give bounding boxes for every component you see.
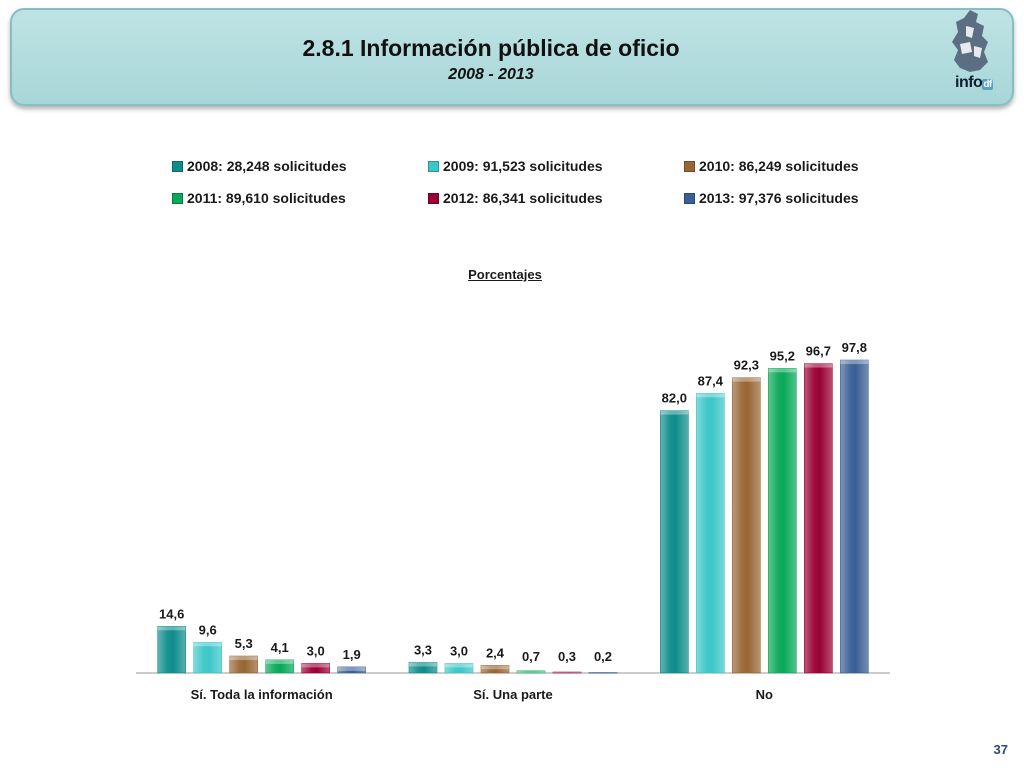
logo-text-suffix: df — [982, 79, 993, 90]
data-label-4-0: 3,0 — [307, 643, 325, 658]
bar-highlight-0-2 — [660, 410, 689, 415]
data-label-1-1: 3,0 — [450, 643, 468, 658]
bar-highlight-5-2 — [840, 360, 869, 365]
bar-highlight-2-2 — [732, 377, 761, 382]
infodf-logo-icon — [952, 10, 988, 72]
legend-label: 2009: 91,523 solicitudes — [443, 158, 603, 174]
bar-highlight-1-0 — [193, 642, 222, 647]
data-label-4-1: 0,3 — [558, 649, 576, 664]
page-subtitle: 2008 - 2013 — [448, 66, 534, 83]
bar-highlight-3-0 — [265, 659, 294, 664]
bar-highlight-1-2 — [696, 393, 725, 398]
bar-highlight-0-1 — [409, 662, 437, 667]
bar-2-0 — [229, 655, 258, 674]
data-label-2-1: 2,4 — [486, 645, 505, 660]
bar-highlight-5-0 — [337, 666, 366, 671]
bar-0-2 — [660, 410, 689, 674]
legend-label: 2013: 97,376 solicitudes — [699, 190, 859, 206]
bar-1-0 — [193, 641, 222, 674]
data-label-0-1: 3,3 — [414, 642, 432, 657]
bar-highlight-2-1 — [481, 665, 509, 670]
bar-highlight-5-1 — [589, 672, 617, 674]
legend-swatch — [428, 192, 439, 204]
bar-4-2 — [804, 363, 833, 674]
bar-highlight-4-0 — [301, 663, 330, 668]
data-label-3-0: 4,1 — [271, 640, 289, 655]
bar-highlight-3-2 — [768, 368, 797, 373]
legend-label: 2012: 86,341 solicitudes — [443, 190, 603, 206]
legend-swatch — [684, 192, 695, 204]
data-label-2-0: 5,3 — [235, 636, 253, 651]
legend-swatch — [172, 192, 183, 204]
data-label-2-2: 92,3 — [734, 358, 759, 373]
bar-1-1 — [444, 663, 474, 674]
page-number: 37 — [993, 742, 1008, 757]
legend-item-2008: 2008: 28,248 solicitudes — [172, 158, 347, 174]
category-label-1: Sí. Una parte — [473, 687, 552, 702]
data-label-5-1: 0,2 — [594, 649, 612, 664]
legend-swatch — [172, 160, 183, 172]
data-label-1-2: 87,4 — [698, 373, 724, 388]
category-label-0: Sí. Toda la información — [191, 687, 333, 702]
legend-label: 2008: 28,248 solicitudes — [187, 158, 347, 174]
bar-3-1 — [516, 670, 546, 674]
bar-4-0 — [301, 663, 330, 674]
data-label-3-2: 95,2 — [770, 348, 795, 363]
legend-item-2013: 2013: 97,376 solicitudes — [684, 190, 859, 206]
chart-legend: 2008: 28,248 solicitudes 2009: 91,523 so… — [0, 0, 1024, 220]
bar-1-2 — [696, 393, 725, 674]
bar-4-1 — [552, 671, 582, 674]
data-label-1-0: 9,6 — [199, 622, 217, 637]
bar-0-0 — [157, 625, 186, 674]
bar-highlight-4-1 — [553, 672, 581, 674]
bar-highlight-1-1 — [445, 663, 473, 668]
bar-highlight-4-2 — [804, 363, 833, 368]
bar-5-2 — [840, 359, 869, 674]
logo-text-main: info — [955, 74, 983, 91]
bar-5-1 — [588, 672, 618, 674]
logo-wordmark: infodf — [955, 74, 993, 92]
page-title: 2.8.1 Información pública de oficio — [302, 35, 680, 61]
data-label-0-2: 82,0 — [662, 391, 687, 406]
legend-swatch — [684, 160, 695, 172]
legend-item-2010: 2010: 86,249 solicitudes — [684, 158, 859, 174]
legend-label: 2011: 89,610 solicitudes — [187, 190, 346, 206]
legend-item-2012: 2012: 86,341 solicitudes — [428, 190, 603, 206]
data-label-5-2: 97,8 — [842, 340, 867, 355]
bar-highlight-3-1 — [517, 670, 545, 673]
chart-title: Porcentajes — [468, 267, 542, 282]
bar-5-0 — [337, 666, 366, 674]
data-label-3-1: 0,7 — [522, 649, 540, 664]
category-label-2: No — [756, 687, 773, 702]
data-label-5-0: 1,9 — [343, 647, 361, 662]
bar-2-1 — [480, 665, 510, 674]
legend-swatch — [428, 160, 439, 172]
header-banner: 2.8.1 Información pública de oficio 2008… — [10, 8, 1014, 106]
bar-2-2 — [732, 377, 761, 674]
legend-item-2011: 2011: 89,610 solicitudes — [172, 190, 346, 206]
bar-3-0 — [265, 659, 294, 674]
bar-3-2 — [768, 368, 797, 674]
bar-0-1 — [408, 662, 438, 674]
bar-highlight-2-0 — [229, 656, 258, 661]
legend-label: 2010: 86,249 solicitudes — [699, 158, 859, 174]
legend-item-2009: 2009: 91,523 solicitudes — [428, 158, 603, 174]
data-label-4-2: 96,7 — [806, 344, 831, 359]
bar-highlight-0-0 — [157, 626, 186, 631]
data-label-0-0: 14,6 — [159, 606, 184, 621]
